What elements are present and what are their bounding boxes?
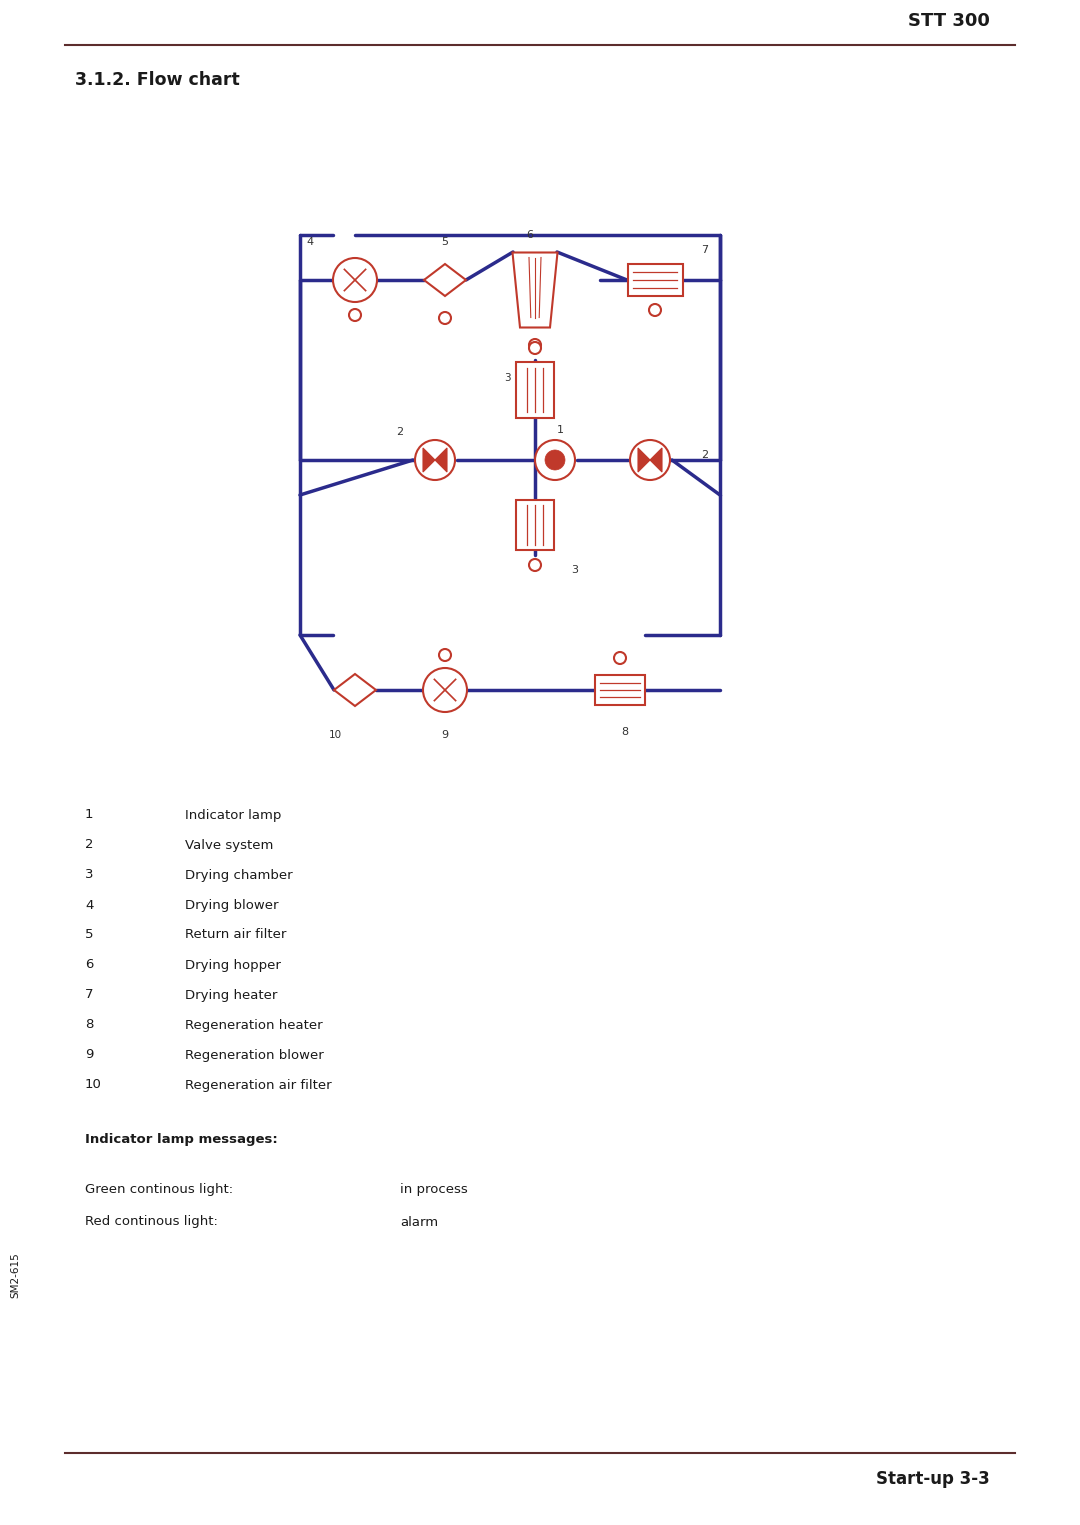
Text: 10: 10 bbox=[85, 1078, 102, 1092]
Text: 5: 5 bbox=[85, 929, 94, 941]
Circle shape bbox=[415, 441, 455, 480]
Text: 9: 9 bbox=[442, 730, 448, 740]
Circle shape bbox=[333, 258, 377, 302]
Text: Start-up 3-3: Start-up 3-3 bbox=[876, 1470, 990, 1488]
Polygon shape bbox=[423, 448, 447, 473]
Polygon shape bbox=[638, 448, 662, 473]
Bar bbox=[516, 500, 554, 551]
Circle shape bbox=[649, 303, 661, 316]
Bar bbox=[595, 676, 645, 705]
Text: alarm: alarm bbox=[400, 1215, 438, 1229]
Text: Regeneration blower: Regeneration blower bbox=[185, 1049, 324, 1061]
Text: 4: 4 bbox=[307, 236, 313, 247]
Polygon shape bbox=[424, 264, 465, 296]
Text: Drying chamber: Drying chamber bbox=[185, 869, 293, 881]
Text: in process: in process bbox=[400, 1183, 468, 1197]
Text: 10: 10 bbox=[328, 730, 341, 740]
Circle shape bbox=[349, 310, 361, 320]
Text: 6: 6 bbox=[527, 230, 534, 239]
Circle shape bbox=[545, 450, 565, 470]
Text: 2: 2 bbox=[701, 450, 708, 461]
Text: Return air filter: Return air filter bbox=[185, 929, 286, 941]
Text: 2: 2 bbox=[85, 839, 94, 851]
Text: Indicator lamp: Indicator lamp bbox=[185, 808, 282, 822]
Text: Regeneration air filter: Regeneration air filter bbox=[185, 1078, 332, 1092]
Text: 3: 3 bbox=[85, 869, 94, 881]
Circle shape bbox=[535, 441, 575, 480]
Circle shape bbox=[529, 342, 541, 354]
Text: 1: 1 bbox=[85, 808, 94, 822]
Text: Drying heater: Drying heater bbox=[185, 988, 278, 1002]
Polygon shape bbox=[334, 674, 376, 706]
Text: Drying hopper: Drying hopper bbox=[185, 959, 281, 971]
Text: SM2-615: SM2-615 bbox=[10, 1252, 21, 1298]
Text: 6: 6 bbox=[85, 959, 93, 971]
Text: 7: 7 bbox=[701, 246, 708, 255]
Text: 8: 8 bbox=[85, 1019, 93, 1031]
Text: 3: 3 bbox=[514, 390, 521, 400]
Circle shape bbox=[615, 653, 626, 663]
Text: 8: 8 bbox=[621, 727, 629, 737]
Text: 3: 3 bbox=[571, 564, 579, 575]
Text: Regeneration heater: Regeneration heater bbox=[185, 1019, 323, 1031]
Bar bbox=[627, 264, 683, 296]
Circle shape bbox=[438, 650, 451, 660]
Text: 5: 5 bbox=[442, 236, 448, 247]
Polygon shape bbox=[513, 253, 557, 328]
Text: Green continous light:: Green continous light: bbox=[85, 1183, 233, 1197]
Text: Valve system: Valve system bbox=[185, 839, 273, 851]
Text: 3.1.2. Flow chart: 3.1.2. Flow chart bbox=[75, 72, 240, 88]
Bar bbox=[516, 363, 554, 418]
Text: 9: 9 bbox=[85, 1049, 93, 1061]
Text: STT 300: STT 300 bbox=[908, 12, 990, 30]
Text: 1: 1 bbox=[556, 425, 564, 435]
Circle shape bbox=[529, 560, 541, 570]
Text: 7: 7 bbox=[85, 988, 94, 1002]
Circle shape bbox=[438, 313, 451, 323]
Text: 3: 3 bbox=[503, 374, 511, 383]
Text: 4: 4 bbox=[85, 898, 93, 912]
Circle shape bbox=[529, 339, 541, 351]
Text: Drying blower: Drying blower bbox=[185, 898, 279, 912]
Circle shape bbox=[423, 668, 467, 712]
Text: Indicator lamp messages:: Indicator lamp messages: bbox=[85, 1133, 278, 1147]
Circle shape bbox=[630, 441, 670, 480]
Text: Red continous light:: Red continous light: bbox=[85, 1215, 218, 1229]
Text: 2: 2 bbox=[396, 427, 404, 438]
